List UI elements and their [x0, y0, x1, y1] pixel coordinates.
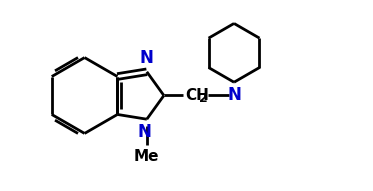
Text: N: N — [140, 49, 154, 67]
Text: CH: CH — [185, 88, 209, 103]
Text: Me: Me — [134, 149, 160, 164]
Text: 2: 2 — [200, 92, 208, 105]
Text: N: N — [227, 87, 241, 104]
Text: N: N — [138, 123, 151, 141]
